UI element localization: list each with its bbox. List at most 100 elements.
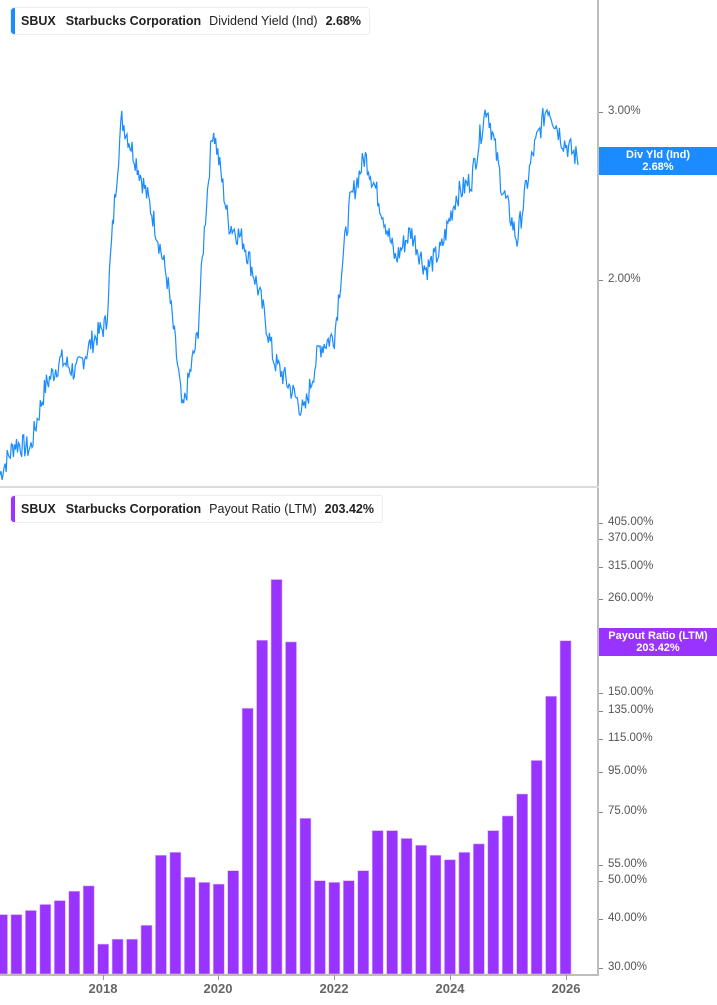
- payout-bar[interactable]: [256, 639, 268, 975]
- payout-bar[interactable]: [140, 925, 153, 975]
- payout-bar[interactable]: [415, 844, 427, 975]
- panel-divider: [0, 486, 599, 488]
- y-tick-mark: [599, 599, 603, 600]
- y-tick-mark: [599, 567, 603, 568]
- payout-ratio-bar-plot: [0, 579, 572, 975]
- y-axis-line: [597, 0, 599, 487]
- payout-bar[interactable]: [357, 870, 370, 975]
- dividend-yield-legend[interactable]: SBUX Starbucks Corporation Dividend Yiel…: [10, 7, 371, 35]
- y-tick-mark: [599, 523, 603, 524]
- dividend-yield-line-plot: [0, 107, 579, 481]
- legend-company: Starbucks Corporation: [65, 502, 202, 516]
- y-tick-label: 150.00%: [608, 686, 654, 698]
- legend-metric: Payout Ratio (LTM): [209, 502, 317, 516]
- y-tick-mark: [599, 812, 603, 813]
- payout-bar[interactable]: [342, 880, 355, 975]
- x-tick-label: 2022: [319, 981, 349, 996]
- legend-company: Starbucks Corporation: [65, 14, 202, 28]
- payout-bar[interactable]: [400, 838, 413, 975]
- payout-bar[interactable]: [198, 882, 211, 975]
- x-tick-mark: [450, 975, 451, 980]
- payout-bar[interactable]: [53, 900, 66, 975]
- current-value-tag: Payout Ratio (LTM) 203.42%: [599, 628, 717, 656]
- y-tick-label: 2.00%: [608, 273, 641, 285]
- dividend-yield-line: [0, 107, 579, 481]
- legend-ticker: SBUX: [21, 14, 56, 28]
- tag-value: 203.42%: [636, 642, 680, 654]
- legend-ticker: SBUX: [21, 502, 56, 516]
- x-axis-line: [0, 974, 599, 976]
- y-tick-mark: [599, 881, 603, 882]
- payout-bar[interactable]: [429, 854, 442, 975]
- tag-value: 2.68%: [642, 161, 674, 173]
- payout-bar[interactable]: [10, 914, 23, 975]
- y-tick-mark: [599, 693, 603, 694]
- payout-bar[interactable]: [559, 640, 572, 975]
- payout-bar[interactable]: [68, 890, 81, 975]
- y-tick-mark: [599, 739, 603, 740]
- x-tick-mark: [103, 975, 104, 980]
- y-tick-label: 40.00%: [608, 912, 648, 924]
- payout-bar[interactable]: [39, 904, 52, 975]
- current-value-tag: Div Yld (Ind) 2.68%: [599, 147, 717, 175]
- y-tick-label: 30.00%: [608, 961, 648, 973]
- payout-bar[interactable]: [155, 854, 167, 975]
- legend-value: 2.68%: [325, 14, 362, 28]
- y-axis-line: [597, 488, 599, 975]
- payout-bar[interactable]: [212, 883, 225, 975]
- legend-metric: Dividend Yield (Ind): [209, 14, 318, 28]
- payout-bar[interactable]: [386, 830, 398, 975]
- payout-bar[interactable]: [227, 870, 239, 975]
- x-tick-mark: [334, 975, 335, 980]
- y-tick-mark: [599, 772, 603, 773]
- y-tick-mark: [599, 968, 603, 969]
- dividend-yield-panel: SBUX Starbucks Corporation Dividend Yiel…: [0, 0, 717, 487]
- payout-bar[interactable]: [545, 695, 557, 975]
- x-tick-label: 2024: [435, 981, 465, 996]
- payout-bar[interactable]: [328, 882, 341, 975]
- y-tick-mark: [599, 865, 603, 866]
- payout-bar[interactable]: [241, 708, 254, 975]
- y-tick-label: 135.00%: [608, 704, 654, 716]
- x-tick-label: 2020: [203, 981, 233, 996]
- payout-ratio-legend[interactable]: SBUX Starbucks Corporation Payout Ratio …: [10, 495, 383, 523]
- y-tick-label: 50.00%: [608, 874, 648, 886]
- payout-bar[interactable]: [473, 843, 485, 975]
- payout-bar[interactable]: [270, 579, 283, 975]
- payout-bar[interactable]: [97, 943, 109, 975]
- y-tick-label: 3.00%: [608, 105, 641, 117]
- payout-ratio-panel: SBUX Starbucks Corporation Payout Ratio …: [0, 488, 717, 1005]
- payout-bar[interactable]: [371, 830, 384, 975]
- payout-bar[interactable]: [25, 910, 37, 975]
- payout-bar[interactable]: [169, 852, 182, 975]
- y-tick-mark: [599, 280, 603, 281]
- payout-bar[interactable]: [444, 859, 456, 975]
- series-color-swatch: [11, 496, 15, 522]
- x-tick-mark: [566, 975, 567, 980]
- payout-bar[interactable]: [516, 793, 529, 975]
- payout-bar[interactable]: [0, 914, 8, 975]
- payout-bar[interactable]: [285, 641, 297, 975]
- payout-bar[interactable]: [126, 938, 138, 975]
- payout-bar[interactable]: [530, 760, 543, 975]
- y-tick-label: 55.00%: [608, 858, 648, 870]
- y-tick-label: 260.00%: [608, 592, 654, 604]
- payout-bar[interactable]: [487, 830, 500, 975]
- payout-bar[interactable]: [299, 818, 312, 975]
- y-tick-label: 370.00%: [608, 532, 654, 544]
- payout-bar[interactable]: [82, 885, 95, 975]
- payout-bar[interactable]: [111, 938, 124, 975]
- payout-bar[interactable]: [184, 876, 196, 975]
- series-color-swatch: [11, 8, 15, 34]
- y-tick-mark: [599, 711, 603, 712]
- x-tick-label: 2018: [88, 981, 118, 996]
- payout-bar[interactable]: [501, 815, 514, 975]
- y-tick-label: 115.00%: [608, 732, 653, 744]
- y-tick-label: 95.00%: [608, 765, 648, 777]
- y-tick-label: 75.00%: [608, 805, 648, 817]
- payout-bar[interactable]: [458, 852, 471, 975]
- tag-label: Payout Ratio (LTM): [608, 630, 708, 642]
- y-tick-label: 315.00%: [608, 560, 654, 572]
- payout-bar[interactable]: [314, 880, 326, 975]
- legend-value: 203.42%: [324, 502, 374, 516]
